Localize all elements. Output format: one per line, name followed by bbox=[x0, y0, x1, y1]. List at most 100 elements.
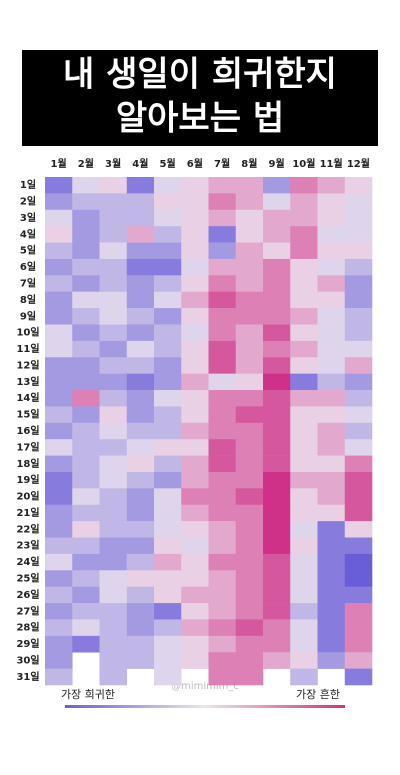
heat-cell bbox=[72, 635, 100, 653]
heat-cell bbox=[263, 586, 291, 604]
heat-cell bbox=[126, 291, 155, 309]
heat-cell bbox=[181, 226, 209, 243]
heat-cell bbox=[263, 258, 291, 276]
heat-cell bbox=[45, 455, 73, 473]
heat-cell bbox=[45, 275, 73, 293]
heat-cell bbox=[344, 275, 373, 293]
heat-cell bbox=[45, 406, 73, 424]
y-tick-label: 7일 bbox=[20, 277, 36, 290]
heat-cell bbox=[235, 521, 264, 538]
y-tick-label: 24일 bbox=[16, 555, 39, 568]
heat-cell bbox=[208, 668, 237, 686]
heat-cell bbox=[45, 357, 73, 374]
heat-cell bbox=[263, 570, 291, 587]
heat-cell bbox=[45, 635, 73, 653]
y-tick-label: 25일 bbox=[16, 571, 39, 584]
heat-cell bbox=[99, 488, 128, 506]
y-tick-label: 21일 bbox=[16, 506, 39, 519]
heat-cell bbox=[235, 422, 264, 440]
heat-cell bbox=[181, 324, 209, 342]
heat-cell bbox=[99, 521, 128, 538]
heat-cell bbox=[45, 291, 73, 309]
heat-cell bbox=[344, 471, 373, 489]
heat-cell bbox=[317, 193, 346, 211]
heat-cell bbox=[290, 619, 318, 637]
heat-cell bbox=[317, 455, 346, 473]
heat-cell bbox=[290, 258, 318, 276]
heat-cell bbox=[99, 390, 128, 407]
heat-cell bbox=[235, 226, 264, 243]
heat-cell bbox=[99, 586, 128, 604]
heat-cell bbox=[126, 308, 155, 325]
heat-cell bbox=[154, 455, 182, 473]
heat-cell bbox=[344, 537, 373, 555]
heat-cell bbox=[263, 422, 291, 440]
heat-cell bbox=[344, 422, 373, 440]
heat-cell bbox=[208, 226, 237, 243]
heat-cell bbox=[290, 488, 318, 506]
heat-cell bbox=[126, 504, 155, 522]
heat-cell bbox=[72, 553, 100, 571]
heat-cell bbox=[181, 193, 209, 211]
heat-cell bbox=[72, 357, 100, 374]
heat-cell bbox=[235, 340, 264, 358]
heat-cell bbox=[235, 242, 264, 260]
heat-cell bbox=[99, 537, 128, 555]
heat-cell bbox=[72, 291, 100, 309]
title-line: 내 생일이 희귀한지 bbox=[63, 55, 337, 95]
heat-cell bbox=[126, 603, 155, 620]
heat-cell bbox=[126, 373, 155, 391]
heat-cell bbox=[181, 553, 209, 571]
heat-cell bbox=[290, 390, 318, 407]
heat-cell bbox=[154, 668, 182, 686]
heat-cell bbox=[317, 275, 346, 293]
heat-cell bbox=[72, 275, 100, 293]
heat-cell bbox=[290, 340, 318, 358]
heat-cell bbox=[263, 553, 291, 571]
y-tick-label: 29일 bbox=[16, 637, 39, 650]
heat-cell bbox=[126, 177, 155, 194]
heat-cell bbox=[208, 390, 237, 407]
heat-cell bbox=[344, 406, 373, 424]
y-tick-label: 19일 bbox=[16, 473, 39, 486]
heat-cell bbox=[154, 553, 182, 571]
heat-cell bbox=[72, 422, 100, 440]
heat-cell bbox=[181, 603, 209, 620]
heat-cell bbox=[72, 193, 100, 211]
heat-cell bbox=[263, 652, 291, 669]
heat-cell bbox=[208, 439, 237, 456]
x-tick-label: 5월 bbox=[160, 158, 176, 170]
heat-cell bbox=[126, 340, 155, 358]
heat-cell bbox=[317, 471, 346, 489]
y-tick-label: 1일 bbox=[20, 178, 36, 191]
heat-cell bbox=[45, 603, 73, 620]
heat-cell bbox=[99, 439, 128, 456]
y-tick-label: 13일 bbox=[16, 375, 39, 388]
heat-cell bbox=[344, 504, 373, 522]
heat-cell bbox=[208, 603, 237, 620]
y-tick-label: 28일 bbox=[16, 621, 39, 634]
heat-cell bbox=[45, 209, 73, 227]
heat-cell bbox=[235, 668, 264, 686]
heat-cell bbox=[208, 275, 237, 293]
heat-cell bbox=[181, 291, 209, 309]
heat-cell bbox=[290, 193, 318, 211]
heat-cell bbox=[290, 242, 318, 260]
heat-cell bbox=[126, 619, 155, 637]
legend-low: 가장 희귀한 bbox=[61, 688, 115, 701]
heat-cell bbox=[344, 340, 373, 358]
heat-cell bbox=[99, 635, 128, 653]
heat-cell bbox=[263, 390, 291, 407]
heat-cell bbox=[126, 357, 155, 374]
heat-cell bbox=[126, 488, 155, 506]
heat-cell bbox=[45, 439, 73, 456]
heat-cell bbox=[290, 226, 318, 243]
heat-cell bbox=[344, 553, 373, 571]
heat-cell bbox=[317, 422, 346, 440]
heat-cell bbox=[181, 455, 209, 473]
heat-cell bbox=[99, 177, 128, 194]
heat-cell bbox=[99, 619, 128, 637]
heat-cell bbox=[344, 209, 373, 227]
watermark: @mimimim_c bbox=[171, 681, 239, 692]
heat-cell bbox=[290, 291, 318, 309]
